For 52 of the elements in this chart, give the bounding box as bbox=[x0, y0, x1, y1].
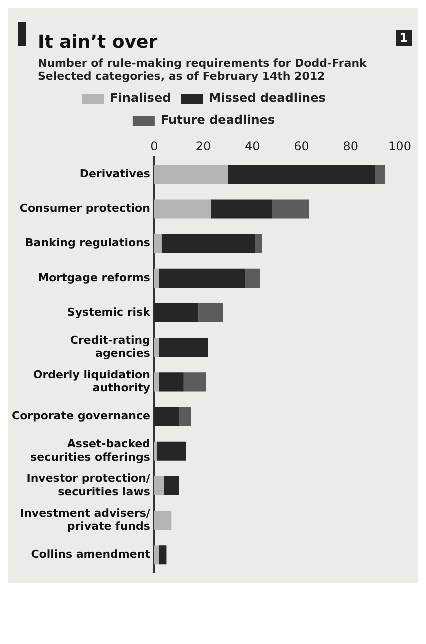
y-tick-label: Investment advisers/ private funds bbox=[20, 506, 152, 533]
bar bbox=[272, 200, 310, 219]
bar bbox=[198, 304, 224, 323]
y-tick-label: Mortgage reforms bbox=[38, 271, 151, 284]
bar bbox=[154, 200, 211, 219]
bar bbox=[154, 304, 199, 323]
bar bbox=[154, 546, 160, 565]
bar bbox=[210, 200, 272, 219]
x-tick-label: 100 bbox=[388, 139, 412, 154]
x-tick-label: 80 bbox=[343, 139, 359, 154]
y-tick-label: Corporate governance bbox=[12, 410, 150, 423]
bar bbox=[154, 511, 172, 530]
x-tick-label: 60 bbox=[294, 139, 310, 154]
y-tick-label: Banking regulations bbox=[25, 236, 151, 250]
bar bbox=[164, 476, 179, 496]
bar bbox=[154, 407, 179, 426]
bar bbox=[154, 234, 162, 254]
bar bbox=[154, 165, 228, 184]
y-tick-label: Derivatives bbox=[80, 168, 151, 181]
x-tick-label: 40 bbox=[245, 139, 260, 154]
bar bbox=[154, 268, 160, 288]
y-tick-label: Consumer protection bbox=[20, 202, 150, 216]
chart-subtitle: Number of rule-making requirements for Dodd-Frank Selected categories, as of February 14th 2012 bbox=[38, 57, 368, 83]
bar bbox=[184, 372, 206, 392]
bar bbox=[255, 234, 262, 254]
y-tick-label: Orderly liquidation authority bbox=[33, 368, 150, 395]
bar bbox=[159, 338, 208, 358]
bar bbox=[156, 442, 186, 461]
bar bbox=[154, 442, 157, 461]
bar bbox=[228, 165, 376, 184]
legend-label: Missed deadlines bbox=[209, 91, 326, 106]
y-tick-label: Investor protection/ securities laws bbox=[26, 472, 152, 498]
bar bbox=[162, 234, 256, 254]
bar bbox=[245, 268, 260, 288]
bar bbox=[159, 546, 167, 565]
bar bbox=[159, 268, 246, 288]
bar bbox=[154, 338, 160, 358]
legend-label: Finalised bbox=[110, 91, 172, 106]
y-tick-label: Collins amendment bbox=[31, 548, 150, 561]
text: 1 bbox=[396, 30, 412, 46]
y-tick-label: Asset-backed securities offerings bbox=[30, 438, 151, 464]
y-tick-label: Systemic risk bbox=[67, 306, 152, 319]
y-tick-label: Credit-rating agencies bbox=[70, 334, 151, 360]
bar bbox=[154, 372, 160, 392]
x-tick-label: 0 bbox=[150, 139, 158, 154]
legend-label: Future deadlines bbox=[160, 113, 276, 128]
chart-title: It ain’t over bbox=[38, 32, 158, 53]
bar bbox=[154, 476, 164, 496]
bar bbox=[375, 165, 386, 184]
bar bbox=[159, 372, 184, 392]
bar bbox=[178, 407, 192, 426]
x-tick-label: 20 bbox=[196, 139, 212, 154]
